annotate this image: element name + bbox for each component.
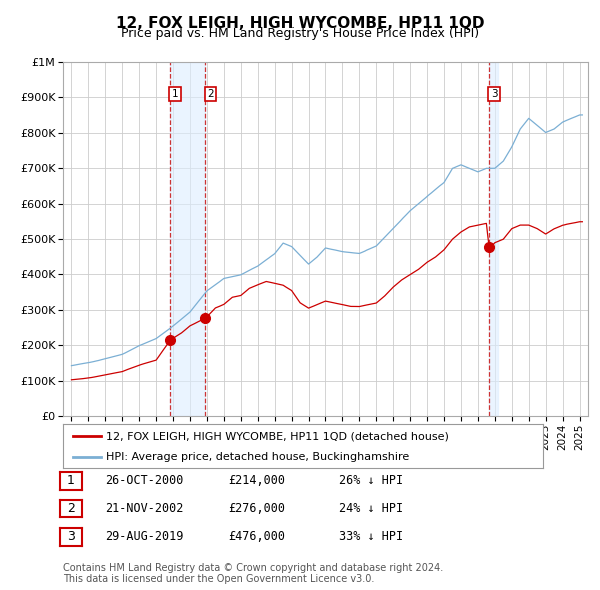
Text: Contains HM Land Registry data © Crown copyright and database right 2024.: Contains HM Land Registry data © Crown c… (63, 563, 443, 573)
Text: 3: 3 (491, 89, 497, 99)
Text: 29-AUG-2019: 29-AUG-2019 (105, 530, 184, 543)
Text: HPI: Average price, detached house, Buckinghamshire: HPI: Average price, detached house, Buck… (106, 452, 409, 462)
Text: 24% ↓ HPI: 24% ↓ HPI (339, 502, 403, 515)
Text: 1: 1 (67, 474, 75, 487)
Text: 2: 2 (207, 89, 214, 99)
Text: £476,000: £476,000 (228, 530, 285, 543)
Text: 33% ↓ HPI: 33% ↓ HPI (339, 530, 403, 543)
Text: 26% ↓ HPI: 26% ↓ HPI (339, 474, 403, 487)
Bar (170, 62, 205, 416)
Text: 12, FOX LEIGH, HIGH WYCOMBE, HP11 1QD (detached house): 12, FOX LEIGH, HIGH WYCOMBE, HP11 1QD (d… (106, 431, 449, 441)
Text: 12, FOX LEIGH, HIGH WYCOMBE, HP11 1QD: 12, FOX LEIGH, HIGH WYCOMBE, HP11 1QD (116, 16, 484, 31)
Text: 2: 2 (67, 502, 75, 515)
Text: £276,000: £276,000 (228, 502, 285, 515)
Text: 1: 1 (172, 89, 178, 99)
Text: 26-OCT-2000: 26-OCT-2000 (105, 474, 184, 487)
Text: 3: 3 (67, 530, 75, 543)
Bar (489, 62, 497, 416)
Text: £214,000: £214,000 (228, 474, 285, 487)
Text: 21-NOV-2002: 21-NOV-2002 (105, 502, 184, 515)
Text: Price paid vs. HM Land Registry's House Price Index (HPI): Price paid vs. HM Land Registry's House … (121, 27, 479, 40)
Text: This data is licensed under the Open Government Licence v3.0.: This data is licensed under the Open Gov… (63, 574, 374, 584)
